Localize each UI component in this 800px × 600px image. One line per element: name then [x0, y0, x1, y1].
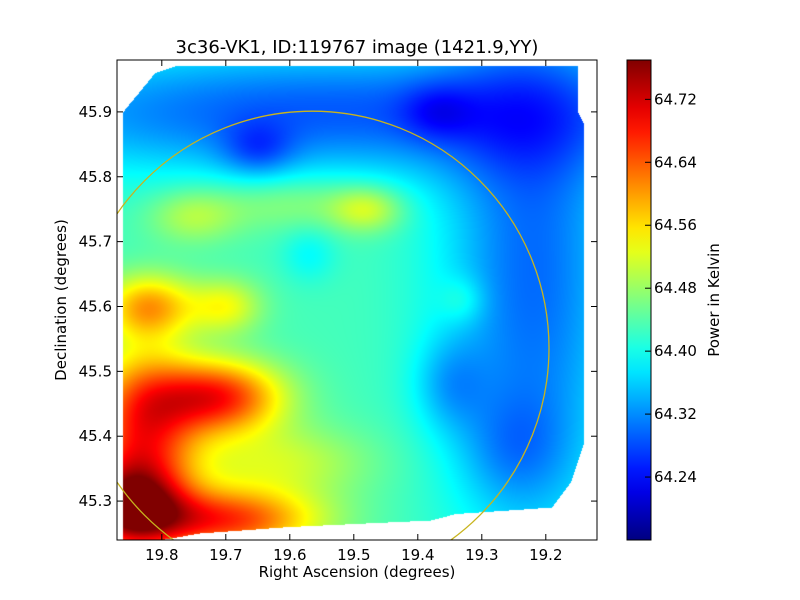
primary-beam-circle	[117, 110, 550, 540]
x-tick-label: 19.7	[209, 546, 242, 564]
plot-frame	[116, 59, 598, 541]
x-tick-label: 19.5	[337, 546, 370, 564]
colorbar-tick-label: 64.56	[654, 216, 697, 234]
colorbar-frame	[626, 59, 652, 541]
y-tick-label: 45.4	[79, 427, 112, 445]
y-tick-label: 45.7	[79, 233, 112, 251]
x-tick-label: 19.4	[401, 546, 434, 564]
colorbar: 64.24 64.32 64.40 64.48 64.56 64.64 64.72	[626, 59, 697, 541]
x-axis-label: Right Ascension (degrees)	[259, 563, 456, 581]
colorbar-ticks: 64.24 64.32 64.40 64.48 64.56 64.64 64.72	[645, 90, 697, 486]
colorbar-tick-label: 64.64	[654, 153, 697, 171]
x-axis: 19.8 19.7 19.6 19.5 19.4 19.3 19.2	[145, 60, 563, 564]
chart-title: 3c36-VK1, ID:119767 image (1421.9,YY)	[176, 37, 539, 58]
x-tick-label: 19.8	[145, 546, 178, 564]
y-tick-label: 45.6	[79, 297, 112, 315]
y-tick-label: 45.3	[79, 492, 112, 510]
y-tick-label: 45.8	[79, 168, 112, 186]
colorbar-gradient	[627, 60, 651, 540]
colorbar-label: Power in Kelvin	[705, 243, 723, 357]
y-axis-label: Declination (degrees)	[52, 219, 70, 381]
plot-area: 19.8 19.7 19.6 19.5 19.4 19.3 19.2 45.345.445.…	[79, 59, 598, 564]
x-tick-label: 19.2	[529, 546, 562, 564]
colorbar-tick-label: 64.40	[654, 342, 697, 360]
x-tick-label: 19.6	[273, 546, 306, 564]
y-axis: 45.3 45.4 45.5 45.6 45.7 45.8 45.9	[79, 103, 597, 510]
y-tick-label: 45.5	[79, 362, 112, 380]
colorbar-tick-label: 64.72	[654, 90, 697, 108]
y-tick-label: 45.9	[79, 103, 112, 121]
colorbar-tick-label: 64.24	[654, 468, 697, 486]
x-tick-label: 19.3	[465, 546, 498, 564]
colorbar-tick-label: 64.32	[654, 405, 697, 423]
colorbar-tick-label: 64.48	[654, 279, 697, 297]
heatmap-image	[117, 60, 597, 540]
